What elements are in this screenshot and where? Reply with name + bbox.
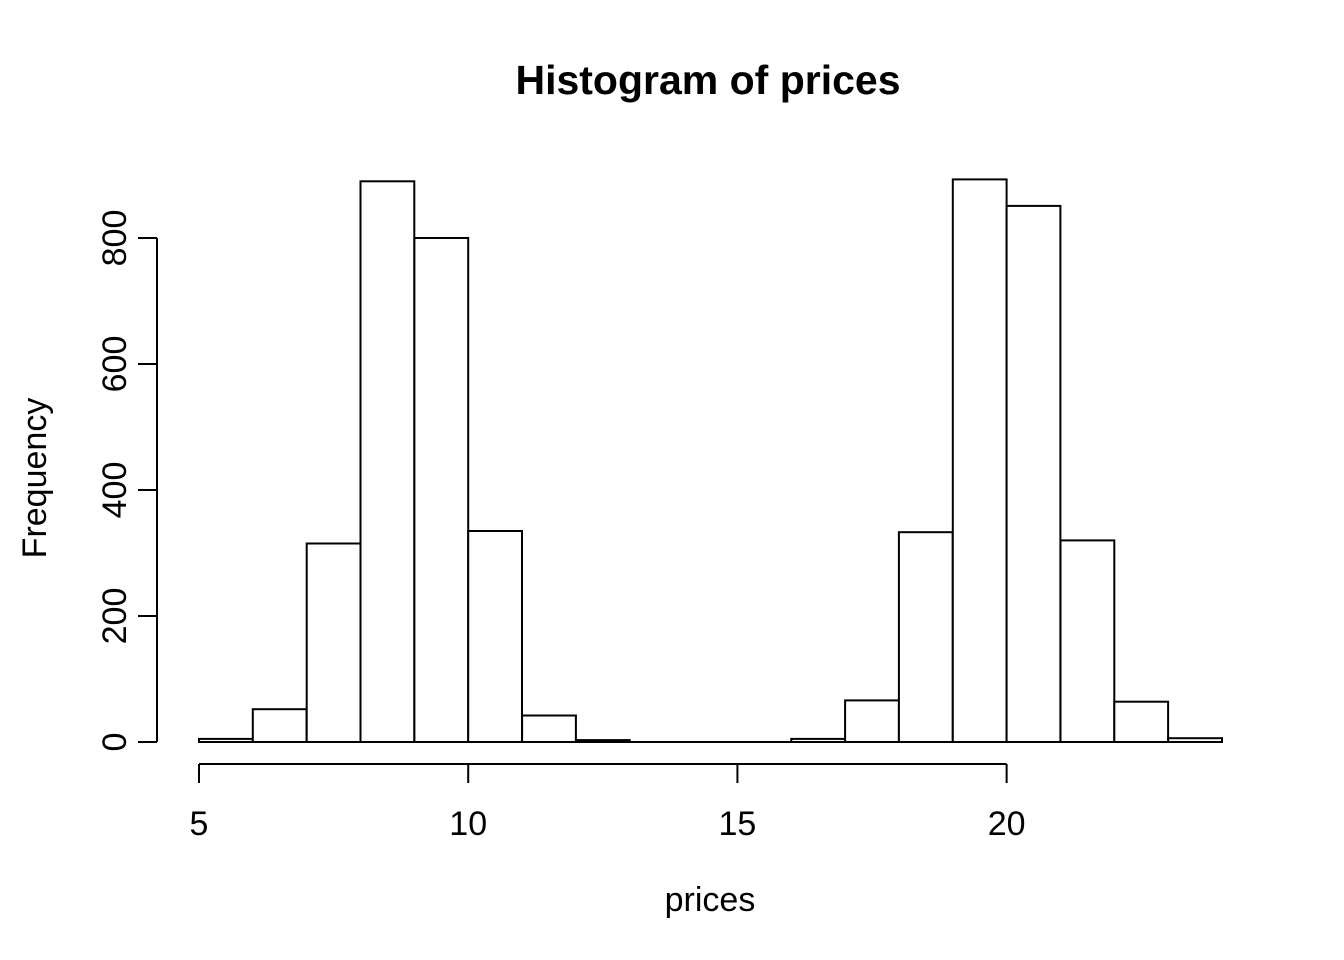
histogram-bar (305, 542, 362, 743)
histogram-bar (413, 237, 470, 743)
x-tick-label: 10 (449, 805, 487, 843)
axes-group: 0 200 400 600 800 5 10 15 20 (96, 210, 1026, 843)
histogram-bar (467, 530, 524, 743)
y-tick-label: 0 (96, 733, 134, 752)
y-tick-label: 200 (96, 588, 134, 645)
y-axis-label: Frequency (16, 398, 54, 559)
x-axis-label: prices (665, 881, 756, 919)
histogram-bar (1005, 204, 1062, 743)
histogram-bar (1059, 539, 1116, 744)
histogram-bar (521, 714, 577, 743)
y-tick-label: 400 (96, 462, 134, 519)
histogram-bar (951, 178, 1008, 743)
bars-group (198, 178, 1223, 744)
histogram-bar (844, 699, 900, 744)
histogram-bar (359, 180, 416, 744)
x-tick-label: 15 (719, 805, 757, 843)
histogram-bar (897, 531, 954, 744)
y-tick-label: 600 (96, 336, 134, 393)
chart-title: Histogram of prices (515, 57, 900, 103)
x-tick-label: 5 (190, 805, 209, 843)
histogram-bar (251, 708, 308, 744)
x-tick-label: 20 (988, 805, 1026, 843)
y-tick-label: 800 (96, 210, 134, 267)
histogram-bar (1113, 700, 1170, 744)
